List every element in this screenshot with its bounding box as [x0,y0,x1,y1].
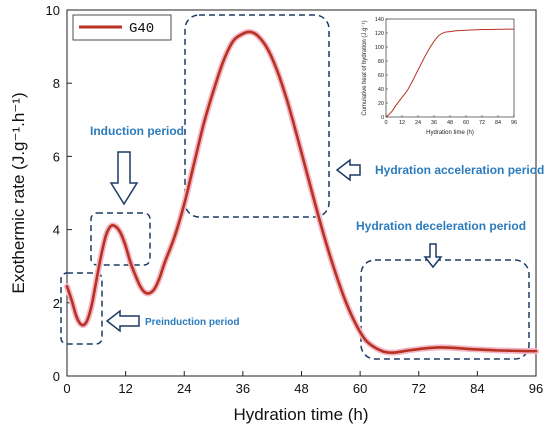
inset-chart: 0 12 24 36 48 60 72 84 96 0 20 40 60 80 100 120 140 Cumu… [362,17,517,136]
inset-y-tick-label: 20 [378,101,384,107]
preinduction-label: Preinduction period [145,317,239,328]
x-tick-label: 0 [63,381,70,396]
inset-x-tick-label: 96 [511,120,517,126]
inset-x-tick-label: 36 [431,120,437,126]
x-tick-label: 12 [118,381,132,396]
legend-label: G40 [129,21,154,37]
inset-y-tick-label: 100 [375,45,384,51]
x-tick-label: 60 [353,381,367,396]
annotation-arrows [105,151,443,333]
inset-x-tick-label: 84 [495,120,501,126]
x-tick-label: 24 [177,381,191,396]
x-tick-label: 48 [294,381,308,396]
acceleration-box [184,14,330,218]
x-tick-label: 72 [412,381,426,396]
inset-frame [385,18,515,118]
inset-x-tick-label: 24 [415,120,421,126]
annotation-boxes [60,14,530,360]
induction-box [90,212,151,266]
inset-y-tick-label: 60 [378,73,384,79]
x-axis-label: Hydration time (h) [233,405,368,424]
inset-x-tick-label: 0 [384,120,387,126]
inset-y-tick-label: 140 [375,17,384,23]
x-tick-label: 96 [529,381,543,396]
acceleration-arrow [335,158,361,182]
deceleration-box [360,259,530,360]
x-tick-label: 36 [236,381,250,396]
preinduction-box [60,272,103,345]
inset-y-label: Cumulative heat of hydration (J.g⁻¹) [362,20,368,115]
inset-y-tick-label: 120 [375,31,384,37]
inset-ticks: 0 12 24 36 48 60 72 84 96 0 20 40 60 80 100 120 140 [375,17,517,126]
induction-arrow [109,151,139,206]
y-tick-label: 8 [53,76,60,91]
y-tick-label: 6 [53,149,60,164]
inset-series-line [385,28,515,118]
legend: G40 [72,14,172,41]
deceleration-arrow [423,243,443,269]
inset-y-tick-label: 40 [378,87,384,93]
x-tick-label: 84 [470,381,484,396]
inset-y-tick-label: 80 [378,59,384,65]
preinduction-arrow [105,309,140,333]
inset-y-tick-label: 0 [381,115,384,121]
y-axis-label: Exothermic rate (J.g⁻¹.h⁻¹) [9,92,28,293]
series-line-g40-core [65,30,538,354]
inset-x-label: Hydration time (h) [426,130,474,136]
inset-x-tick-label: 12 [399,120,405,126]
y-tick-label: 0 [53,369,60,384]
inset-x-tick-label: 60 [463,120,469,126]
inset-x-tick-label: 72 [479,120,485,126]
y-tick-label: 10 [46,3,60,18]
induction-label: Induction period [90,124,184,138]
acceleration-label: Hydration acceleration period [375,163,544,177]
inset-x-tick-label: 48 [447,120,453,126]
deceleration-label: Hydration deceleration period [356,219,526,233]
y-tick-label: 2 [53,296,60,311]
y-tick-label: 4 [53,223,60,238]
